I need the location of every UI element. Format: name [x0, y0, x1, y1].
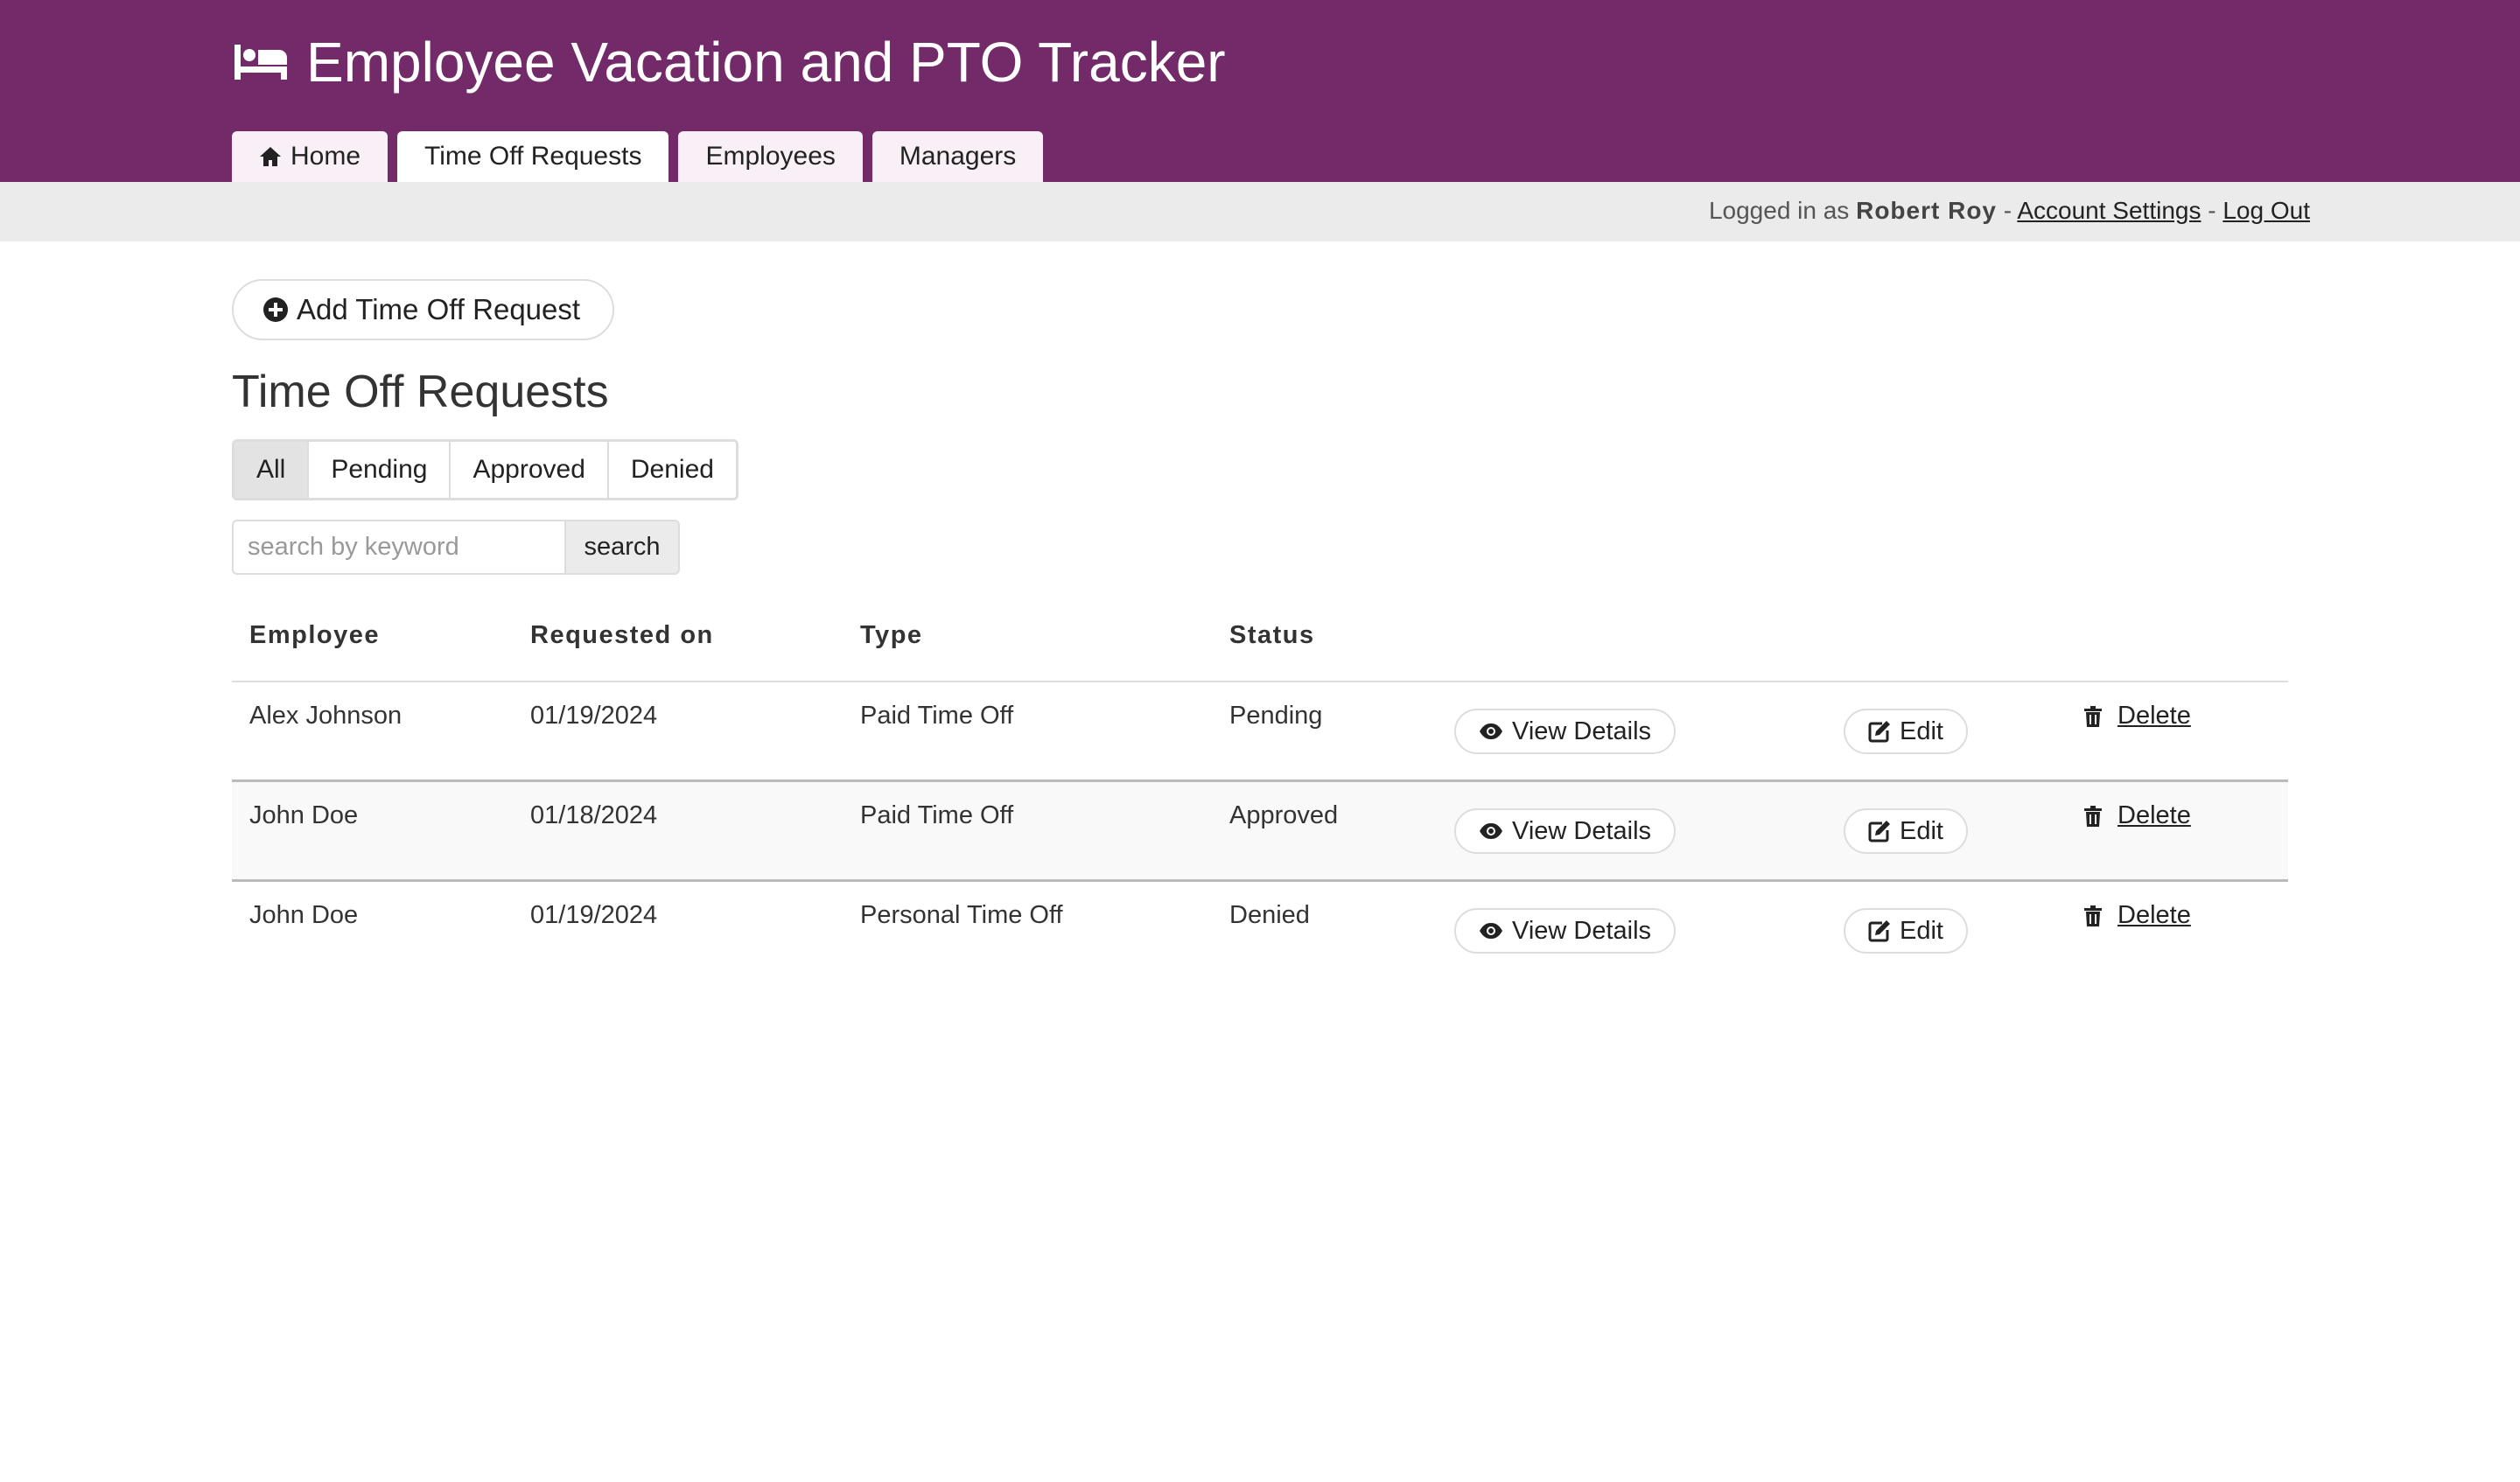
trash-icon [2084, 905, 2102, 926]
search-input[interactable] [232, 520, 566, 575]
edit-icon [1868, 920, 1890, 942]
plus-circle-icon [263, 297, 288, 322]
eye-icon [1480, 724, 1502, 739]
trash-icon [2084, 805, 2102, 827]
page-title: Time Off Requests [232, 367, 609, 417]
edit-icon [1868, 821, 1890, 842]
status-filter: All Pending Approved Denied [232, 439, 738, 500]
view-details-button[interactable]: View Details [1454, 908, 1676, 954]
delete-link[interactable]: Delete [2084, 702, 2191, 731]
column-header: Employee [249, 621, 380, 649]
search-form: search [232, 520, 680, 575]
trash-icon [2084, 705, 2102, 727]
user-bar: Logged in as Robert Roy - Account Settin… [0, 182, 2520, 241]
type-cell: Paid Time Off [860, 702, 1014, 730]
type-cell: Personal Time Off [860, 901, 1063, 929]
search-button[interactable]: search [566, 520, 680, 575]
type-cell: Paid Time Off [860, 801, 1014, 829]
eye-icon [1480, 823, 1502, 839]
tab-managers[interactable]: Managers [872, 131, 1044, 182]
home-icon [260, 147, 281, 166]
filter-approved[interactable]: Approved [451, 442, 609, 498]
edit-button[interactable]: Edit [1844, 709, 1968, 754]
employee-cell: John Doe [249, 801, 359, 829]
table-row: John Doe 01/19/2024 Personal Time Off Denie… [232, 882, 2288, 982]
tab-employees[interactable]: Employees [678, 131, 863, 182]
requested-on-cell: 01/19/2024 [530, 901, 658, 929]
eye-icon [1480, 923, 1502, 939]
tab-home[interactable]: Home [232, 131, 388, 182]
table-row: John Doe 01/18/2024 Paid Time Off Approved V… [232, 782, 2288, 882]
edit-button[interactable]: Edit [1844, 808, 1968, 854]
employee-cell: Alex Johnson [249, 702, 402, 730]
status-cell: Pending [1229, 702, 1323, 730]
requested-on-cell: 01/19/2024 [530, 702, 658, 730]
login-info: Logged in as Robert Roy - Account Settin… [1708, 197, 2310, 224]
view-details-button[interactable]: View Details [1454, 808, 1676, 854]
filter-all[interactable]: All [234, 442, 310, 498]
column-header: Requested on [530, 621, 714, 649]
column-header: Status [1229, 621, 1315, 649]
edit-button[interactable]: Edit [1844, 908, 1968, 954]
bed-icon [234, 45, 287, 80]
app-header: Employee Vacation and PTO Tracker Home T… [0, 0, 2520, 182]
log-out-link[interactable]: Log Out [2222, 197, 2310, 224]
table-row: Alex Johnson 01/19/2024 Paid Time Off Pendi… [232, 682, 2288, 782]
view-details-button[interactable]: View Details [1454, 709, 1676, 754]
status-cell: Denied [1229, 901, 1310, 929]
status-cell: Approved [1229, 801, 1339, 829]
employee-cell: John Doe [249, 901, 359, 929]
account-settings-link[interactable]: Account Settings [2017, 197, 2202, 224]
column-header: Type [860, 621, 923, 649]
table-header: Employee Requested on Type Status [232, 604, 2288, 682]
requested-on-cell: 01/18/2024 [530, 801, 658, 829]
edit-icon [1868, 721, 1890, 743]
tab-time-off-requests[interactable]: Time Off Requests [397, 131, 669, 182]
delete-link[interactable]: Delete [2084, 801, 2191, 830]
nav-tabs: Home Time Off Requests Employees Manager… [232, 131, 1044, 182]
user-name: Robert Roy [1856, 197, 1997, 224]
filter-pending[interactable]: Pending [309, 442, 452, 498]
delete-link[interactable]: Delete [2084, 901, 2191, 930]
app-title: Employee Vacation and PTO Tracker [234, 30, 1226, 94]
add-time-off-request-button[interactable]: Add Time Off Request [232, 279, 614, 340]
requests-table: Employee Requested on Type Status Alex J… [232, 604, 2288, 982]
filter-denied[interactable]: Denied [608, 442, 736, 498]
